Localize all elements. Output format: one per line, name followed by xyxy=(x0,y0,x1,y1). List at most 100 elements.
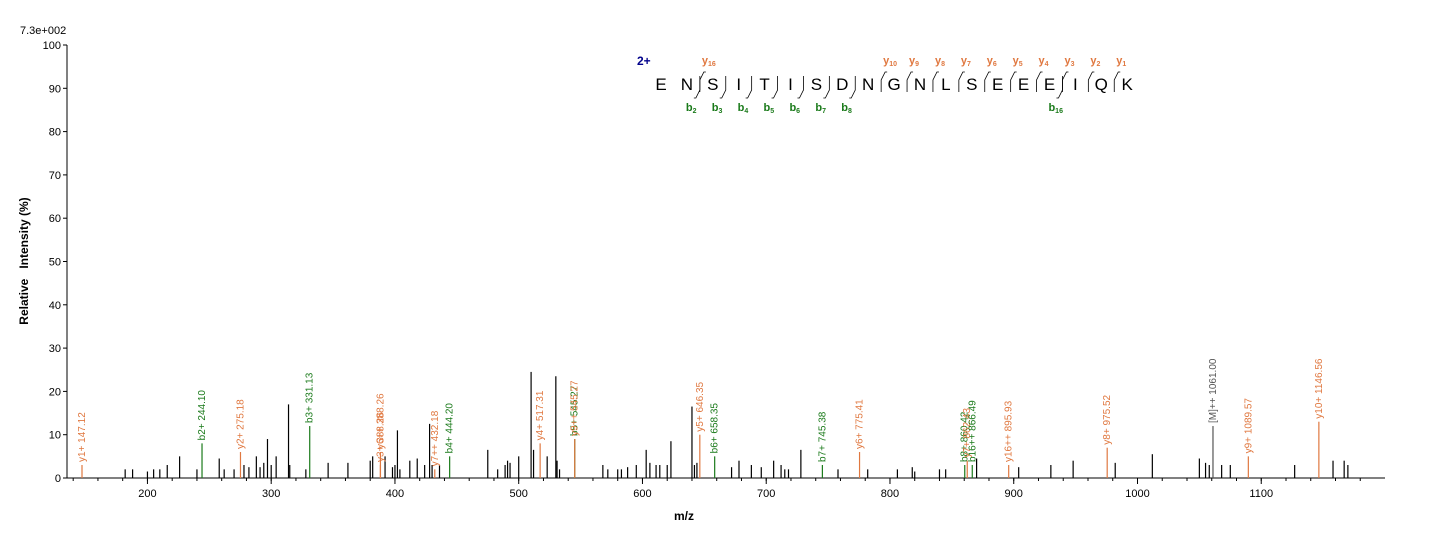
residue: G xyxy=(887,75,900,94)
y-tick-label: 100 xyxy=(43,40,61,52)
y-ion-bracket xyxy=(1113,71,1121,92)
peak-label: y5+ 646.35 xyxy=(695,381,706,431)
peak-label: b3+ 331.13 xyxy=(305,372,316,423)
residue: L xyxy=(941,75,950,94)
ion-label: b3 xyxy=(712,102,723,115)
x-tick-label: 1100 xyxy=(1249,488,1273,500)
y-ion-bracket xyxy=(958,71,965,92)
ion-label: y2 xyxy=(1090,55,1100,68)
x-tick-label: 1000 xyxy=(1125,488,1149,500)
ion-label: y5 xyxy=(1013,55,1023,68)
residue: E xyxy=(1044,75,1055,94)
peak-label: y10+ 1146.56 xyxy=(1314,358,1325,419)
peak-label: y9++ 545.27 xyxy=(570,380,581,436)
ion-label: b8 xyxy=(841,102,852,115)
residue: T xyxy=(759,75,769,94)
axes xyxy=(66,45,1385,479)
axis-ticks: 0 10 20 30 40 50 60 70 80 90 100 200 300 400 500 600 700… xyxy=(43,40,1361,500)
peak-label: y1+ 147.12 xyxy=(77,412,88,462)
charge-state-label: 2+ xyxy=(637,54,651,68)
y-tick-label: 80 xyxy=(49,127,61,139)
y-ion-bracket xyxy=(984,71,991,92)
y-tick-label: 70 xyxy=(49,170,61,182)
y-tick-label: 60 xyxy=(49,213,61,225)
y-tick-label: 20 xyxy=(49,386,61,398)
ion-label: b6 xyxy=(789,102,800,115)
y-tick-label: 90 xyxy=(49,83,61,95)
b-ion-bracket xyxy=(745,76,753,99)
b-ion-bracket xyxy=(849,76,856,99)
b-ion-bracket xyxy=(823,76,830,99)
residue: I xyxy=(1073,75,1078,94)
y-ion-bracket xyxy=(880,71,888,92)
peak-label: b7+ 745.38 xyxy=(817,411,828,462)
x-tick-label: 600 xyxy=(633,488,651,500)
x-tick-label: 800 xyxy=(881,488,899,500)
b-ion-bracket xyxy=(1056,76,1063,99)
x-tick-label: 400 xyxy=(386,488,404,500)
ion-label: b7 xyxy=(815,102,826,115)
peak-label: y6+ 775.41 xyxy=(855,399,866,449)
residue: I xyxy=(788,75,793,94)
x-tick-label: 200 xyxy=(138,488,156,500)
peak-label: b2+ 244.10 xyxy=(197,390,208,441)
residue: N xyxy=(681,75,693,94)
b-ion-bracket xyxy=(719,76,727,99)
ion-label: y9 xyxy=(909,55,919,68)
b-ion-bracket xyxy=(693,76,701,99)
residue: E xyxy=(992,75,1003,94)
y-ion-bracket xyxy=(1010,71,1017,92)
ion-label: y8 xyxy=(935,55,945,68)
peak-label: [M]++ 1061.00 xyxy=(1208,358,1219,423)
peak-label: b5+ 545.27 xyxy=(570,385,581,436)
y-tick-label: 40 xyxy=(49,300,61,312)
peak-label: y7++ 432.18 xyxy=(430,410,441,466)
residue: E xyxy=(1018,75,1029,94)
y-ion-bracket xyxy=(1036,71,1043,92)
peak-label: y4+ 517.31 xyxy=(535,390,546,440)
ion-label: b2 xyxy=(686,102,697,115)
b-ion-bracket xyxy=(771,76,778,99)
peak-label: b6+ 658.35 xyxy=(710,403,721,454)
residue: I xyxy=(736,75,741,94)
x-tick-label: 300 xyxy=(262,488,280,500)
ion-label: y6 xyxy=(987,55,997,68)
residue: S xyxy=(811,75,822,94)
ion-label: y3 xyxy=(1064,55,1074,68)
peak-label: y7+ 862.43 xyxy=(962,407,973,457)
y-ion-bracket xyxy=(932,71,939,92)
ion-label: b5 xyxy=(764,102,775,115)
y-tick-label: 30 xyxy=(49,343,61,355)
annotated-peaks: y1+ 147.12 b2+ 244.10 y2+ 275.18 b3+ 331.13… xyxy=(77,358,1325,478)
ion-label: y1 xyxy=(1116,55,1126,68)
unassigned-peaks xyxy=(124,371,1349,478)
b-ion-bracket xyxy=(797,76,804,99)
ion-label: y7 xyxy=(961,55,971,68)
peak-label: y6++ 388.26 xyxy=(375,393,386,449)
peak-label: y16++ 895.93 xyxy=(1004,400,1015,462)
peak-label: b16++ 866.49 xyxy=(967,400,978,462)
y-ion-bracket xyxy=(699,71,706,92)
peak-label: y3+ 388.26 xyxy=(375,412,386,462)
peak-label: y2+ 275.18 xyxy=(235,399,246,449)
residue: D xyxy=(836,75,848,94)
y-ion-bracket xyxy=(1087,71,1095,92)
ion-label: y4 xyxy=(1039,55,1049,68)
ion-label: b16 xyxy=(1048,102,1063,115)
peak-label: y9+ 1089.57 xyxy=(1243,398,1254,454)
x-tick-label: 700 xyxy=(757,488,775,500)
residue: Q xyxy=(1095,75,1108,94)
peak-label: b8+ 860.42 xyxy=(960,411,971,462)
x-tick-label: 900 xyxy=(1005,488,1023,500)
ion-label: b4 xyxy=(738,102,749,115)
ion-label: y10 xyxy=(883,55,897,68)
residue: N xyxy=(914,75,926,94)
y-tick-label: 50 xyxy=(49,257,61,269)
residue: N xyxy=(862,75,874,94)
residue: E xyxy=(655,75,666,94)
residue: K xyxy=(1122,75,1134,94)
y-axis-title: Relative Intensity (%) xyxy=(17,197,31,324)
residue: S xyxy=(707,75,718,94)
